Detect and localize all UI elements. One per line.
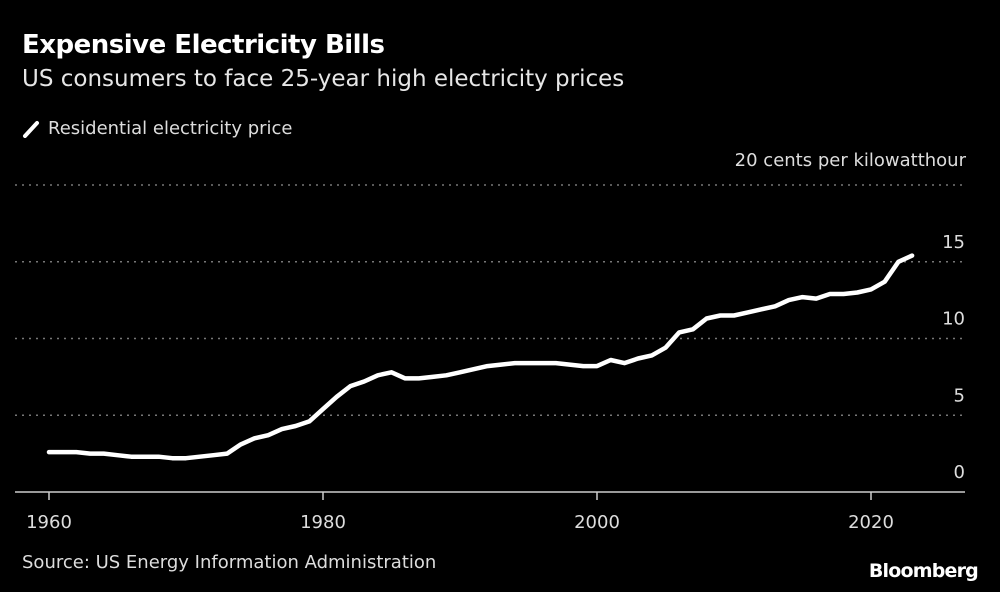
y-tick-label: 5 <box>954 385 965 406</box>
source-note: Source: US Energy Information Administra… <box>22 552 437 573</box>
series-line <box>46 253 915 461</box>
chart-title: Expensive Electricity Bills <box>22 30 385 60</box>
x-tick-label: 2020 <box>848 512 894 533</box>
legend-label: Residential electricity price <box>48 118 293 139</box>
y-unit-label: 20 cents per kilowatthour <box>734 150 966 171</box>
x-tick-label: 2000 <box>574 512 620 533</box>
bloomberg-logo: Bloomberg <box>868 560 979 582</box>
legend: Residential electricity price <box>22 118 293 139</box>
legend-line-icon <box>23 120 39 138</box>
y-tick-label: 15 <box>942 232 965 253</box>
x-tick-label: 1960 <box>26 512 72 533</box>
y-tick-label: 0 <box>954 462 965 483</box>
chart-subtitle: US consumers to face 25-year high electr… <box>22 66 625 92</box>
y-tick-label: 10 <box>942 309 965 330</box>
x-tick-label: 1980 <box>300 512 346 533</box>
